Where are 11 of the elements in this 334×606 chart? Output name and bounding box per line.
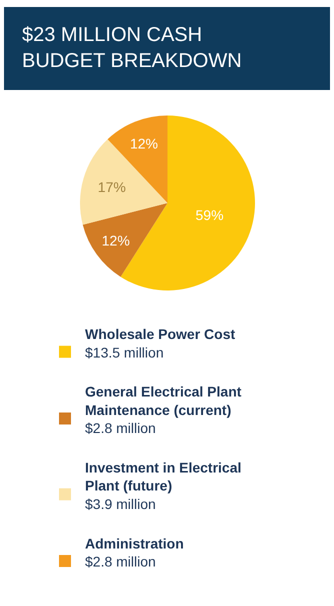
legend-label: General Electrical Plant Maintenance (current) $2.8 million [85,384,242,436]
pie-slice [80,139,168,225]
data-label: 59% [195,207,224,224]
chart-title: $23 MILLION CASH BUDGET BREAKDOWN [22,24,242,72]
pie-slice [82,203,168,277]
legend-label: Administration $2.8 million [85,535,184,570]
data-label: 17% [98,178,126,195]
data-label: 12% [130,136,158,152]
legend-label: Wholesale Power Cost $13.5 million [85,326,236,360]
data-label: 12% [102,232,130,249]
legend-label: Investment in Electrical Plant (future) $3.9 million [85,459,242,512]
